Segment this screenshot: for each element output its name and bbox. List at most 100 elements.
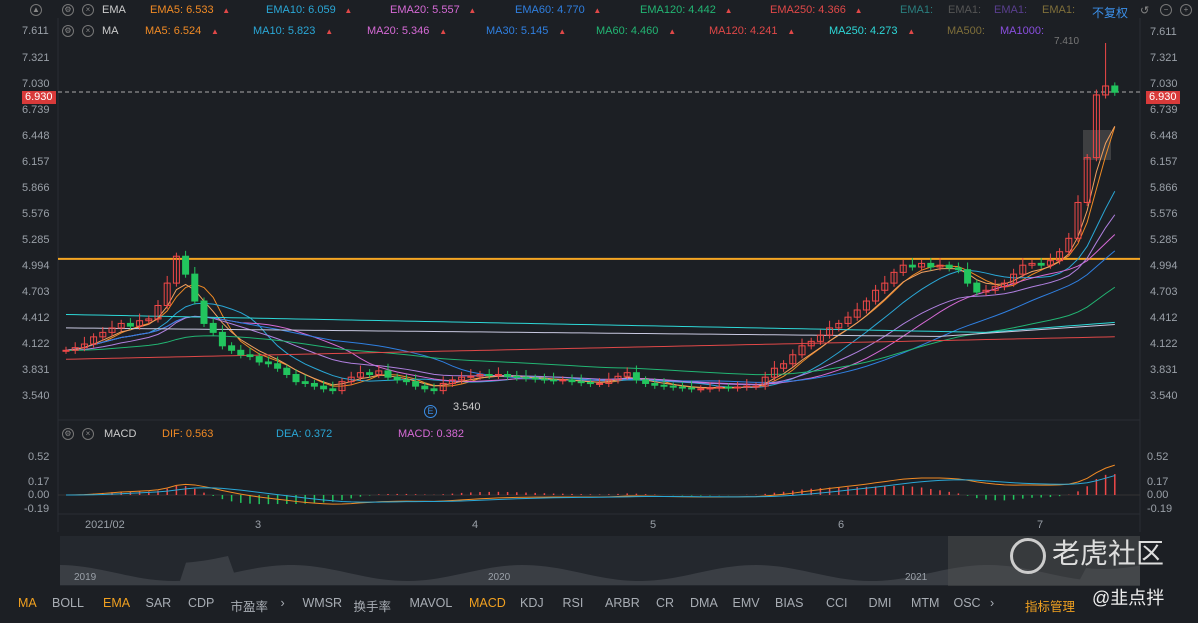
candle-body bbox=[715, 386, 723, 389]
candle-body bbox=[890, 271, 898, 284]
price-tick-left: 6.448 bbox=[22, 130, 50, 142]
ema-value: EMA20: 5.557 bbox=[390, 4, 460, 16]
time-tick: 2021/02 bbox=[85, 519, 125, 531]
close-icon[interactable]: × bbox=[82, 4, 94, 16]
candle-body bbox=[274, 363, 282, 369]
indicator-tab-0[interactable]: MA bbox=[18, 596, 37, 610]
candle-body bbox=[412, 381, 420, 387]
indicator-tab-8[interactable]: MAVOL bbox=[409, 596, 453, 610]
up-arrow-icon: ▲ bbox=[558, 27, 567, 36]
macd-label[interactable]: MACD bbox=[104, 428, 137, 440]
ma-disabled: MA1000: bbox=[1000, 25, 1045, 37]
candle-body bbox=[862, 300, 870, 311]
ma-value: MA20: 5.346 bbox=[367, 25, 430, 37]
close-icon[interactable]: × bbox=[82, 25, 94, 37]
undo-icon[interactable]: ↺ bbox=[1140, 5, 1150, 17]
ma-label[interactable]: MA bbox=[102, 25, 119, 37]
indicator-tab-4[interactable]: CDP bbox=[188, 596, 215, 610]
macd-tick-right: 0.17 bbox=[1147, 476, 1169, 488]
candle-body bbox=[761, 376, 769, 387]
ma-value: MA250: 4.273 bbox=[829, 25, 898, 37]
adjust-button[interactable]: 不复权 bbox=[1092, 6, 1129, 20]
close-icon[interactable]: × bbox=[82, 428, 94, 440]
indicator-tab-11[interactable]: RSI bbox=[562, 596, 584, 610]
price-tick-right: 4.994 bbox=[1150, 260, 1178, 272]
current-price-left: 6.930 bbox=[22, 91, 56, 104]
dea-value: DEA: 0.372 bbox=[276, 428, 333, 440]
indicator-tab-6[interactable]: WMSR bbox=[302, 596, 343, 610]
indicator-tab-9[interactable]: MACD bbox=[469, 596, 506, 610]
candle-body bbox=[688, 387, 696, 390]
candle-body bbox=[982, 289, 990, 293]
candle-body bbox=[835, 322, 843, 329]
minimap-year: 2020 bbox=[488, 572, 511, 583]
indicator-tab-1[interactable]: BOLL bbox=[52, 596, 84, 610]
indicator-tab-20[interactable]: OSC bbox=[953, 596, 981, 610]
indicator-tab-17[interactable]: CCI bbox=[826, 596, 848, 610]
candle-body bbox=[853, 309, 861, 318]
indicator-tab-5[interactable]: 市盈率 bbox=[230, 600, 269, 614]
macd-tick-left: 0.00 bbox=[28, 489, 50, 501]
indicator-tab-19[interactable]: MTM bbox=[911, 596, 940, 610]
candle-body bbox=[927, 262, 935, 268]
candle-body bbox=[347, 376, 355, 383]
watermark-text: 老虎社区 bbox=[1052, 538, 1165, 569]
candle-body bbox=[1083, 157, 1091, 203]
candle-body bbox=[623, 372, 631, 377]
indicator-tab-10[interactable]: KDJ bbox=[520, 596, 544, 610]
candle-body bbox=[255, 356, 263, 363]
candle-body bbox=[642, 379, 650, 384]
indicator-tab-16[interactable]: BIAS bbox=[775, 596, 804, 610]
time-tick: 7 bbox=[1037, 519, 1044, 531]
candle-body bbox=[513, 375, 521, 378]
candle-body bbox=[586, 382, 594, 385]
gear-icon[interactable]: ⚙ bbox=[62, 428, 74, 440]
indicator-tab-13[interactable]: CR bbox=[656, 596, 675, 610]
candle-body bbox=[568, 379, 576, 383]
indicator-tab-14[interactable]: DMA bbox=[690, 596, 718, 610]
indicator-tab-15[interactable]: EMV bbox=[732, 596, 760, 610]
candle-body bbox=[283, 367, 291, 375]
candle-body bbox=[366, 372, 374, 375]
indicator-tab-12[interactable]: ARBR bbox=[605, 596, 640, 610]
zoom-out-icon[interactable]: − bbox=[1160, 4, 1172, 16]
chevron-right-icon[interactable]: › bbox=[280, 596, 285, 610]
candle-body bbox=[494, 373, 502, 376]
indicator-tab-7[interactable]: 换手率 bbox=[353, 600, 392, 614]
indicator-manage-button[interactable]: 指标管理 bbox=[1025, 600, 1076, 614]
price-tick-left: 7.321 bbox=[22, 52, 50, 64]
minimap-year: 2021 bbox=[905, 572, 928, 583]
indicator-tab-18[interactable]: DMI bbox=[868, 596, 892, 610]
ma-value: MA10: 5.823 bbox=[253, 25, 316, 37]
candle-body bbox=[310, 382, 318, 387]
zoom-in-icon[interactable]: + bbox=[1180, 4, 1192, 16]
macd-tick-left: 0.17 bbox=[28, 476, 50, 488]
ema-label[interactable]: EMA bbox=[102, 4, 126, 16]
price-tick-left: 3.831 bbox=[22, 364, 50, 376]
price-tick-left: 5.576 bbox=[22, 208, 50, 220]
gear-icon[interactable]: ⚙ bbox=[62, 25, 74, 37]
indicator-tab-3[interactable]: SAR bbox=[145, 596, 172, 610]
indicator-tab-2[interactable]: EMA bbox=[103, 596, 131, 610]
candle-body bbox=[458, 376, 466, 381]
candle-body bbox=[1092, 94, 1100, 159]
gear-icon[interactable]: ⚙ bbox=[62, 4, 74, 16]
candle-body bbox=[301, 381, 309, 384]
price-tick-left: 5.866 bbox=[22, 182, 50, 194]
price-tick-right: 3.831 bbox=[1150, 364, 1178, 376]
candle-body bbox=[1019, 264, 1027, 275]
candle-body bbox=[504, 373, 512, 377]
candle-body bbox=[485, 373, 493, 376]
candle-body bbox=[154, 305, 162, 320]
candle-body bbox=[807, 340, 815, 347]
collapse-icon[interactable]: ▲ bbox=[30, 4, 42, 16]
candle-body bbox=[550, 379, 558, 382]
high-label: 7.410 bbox=[1054, 36, 1080, 47]
dif-value: DIF: 0.563 bbox=[162, 428, 214, 440]
candle-body bbox=[218, 331, 226, 347]
chevron-right-icon[interactable]: › bbox=[990, 596, 995, 610]
up-arrow-icon: ▲ bbox=[854, 6, 863, 15]
candle-body bbox=[246, 354, 254, 358]
event-marker[interactable]: E bbox=[424, 405, 437, 418]
